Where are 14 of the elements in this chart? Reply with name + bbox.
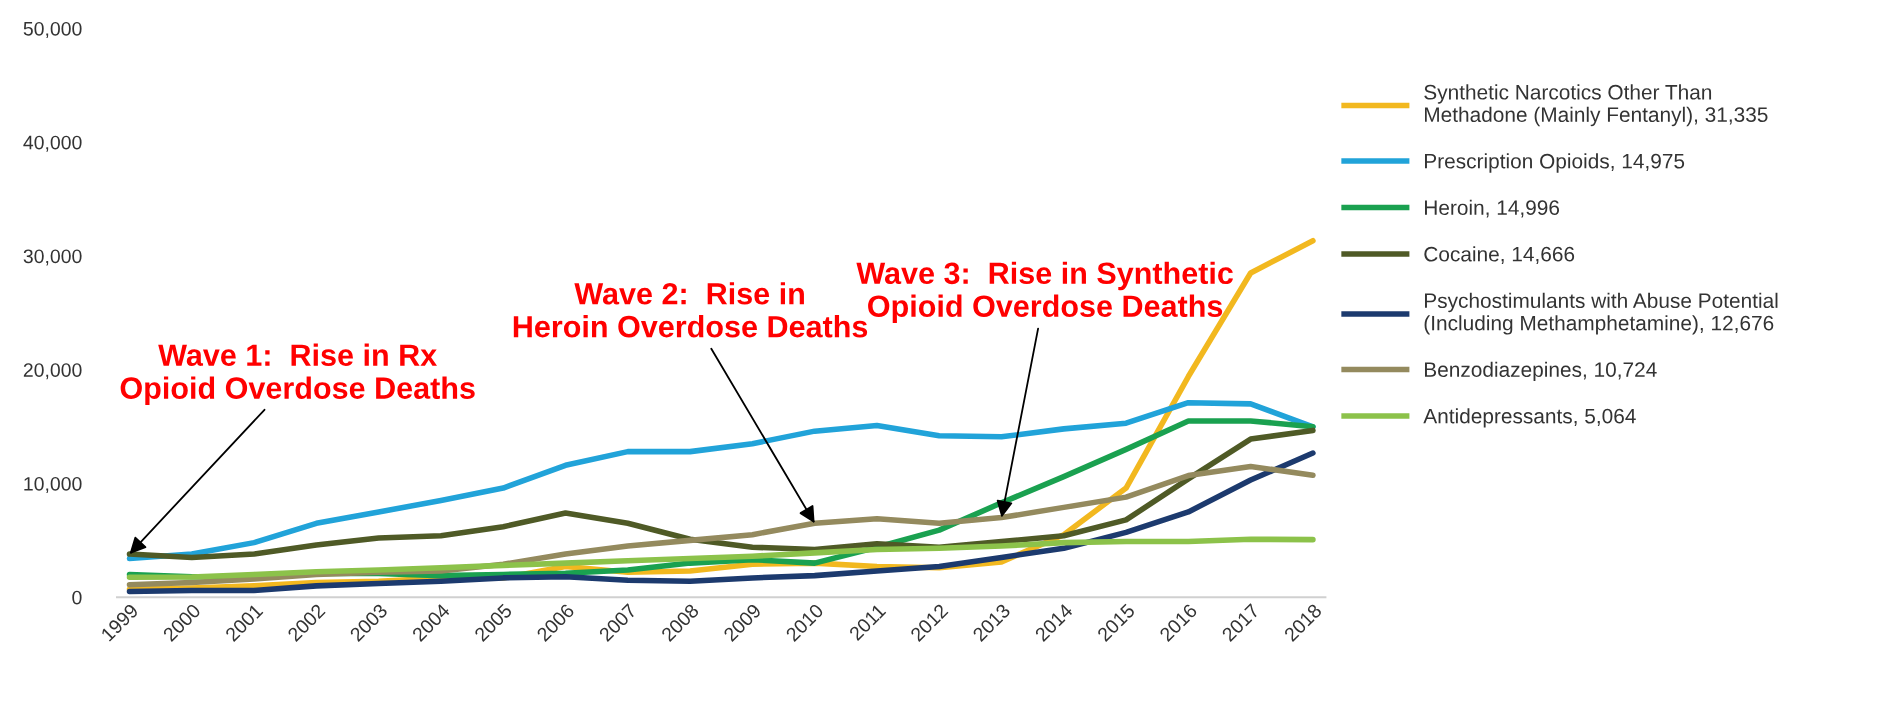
annotation: Wave 1: Rise in Rx Opioid Overdose Deaths — [120, 343, 475, 405]
legend-label: Heroin, 14,996 — [1425, 199, 1560, 218]
legend-label: Prescription Opioids, 14,975 — [1425, 153, 1685, 173]
y-tick-label: 50,000 — [23, 21, 82, 38]
y-tick-label: 40,000 — [23, 135, 82, 152]
y-tick-label: 20,000 — [23, 363, 82, 380]
y-tick-label: 30,000 — [23, 249, 82, 266]
legend-label: Synthetic Narcotics Other Than Methadone (Mainly Fentanyl), 31,335 — [1424, 84, 1768, 127]
y-tick-label: 0 — [72, 590, 82, 605]
legend-label: Antidepressants, 5,064 — [1423, 408, 1636, 428]
y-tick-label: 10,000 — [24, 476, 82, 494]
legend-label: Psychostimulants with Abuse Potential (Including Methamphetamine), 12,676 — [1424, 292, 1778, 335]
legend-label: Benzodiazepines, 10,724 — [1425, 361, 1657, 382]
legend-label: Cocaine, 14,666 — [1424, 246, 1575, 265]
